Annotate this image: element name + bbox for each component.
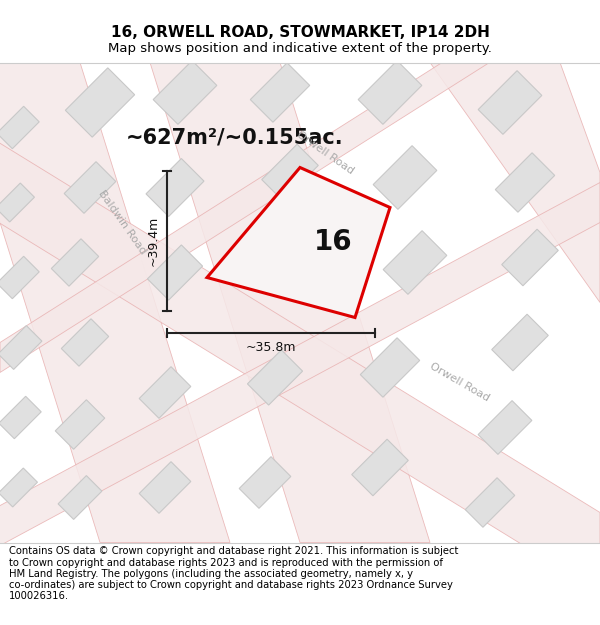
Polygon shape xyxy=(150,62,430,542)
Polygon shape xyxy=(502,229,558,286)
Polygon shape xyxy=(153,61,217,124)
Text: ~35.8m: ~35.8m xyxy=(246,341,296,354)
Text: 100026316.: 100026316. xyxy=(9,591,69,601)
Polygon shape xyxy=(52,239,98,286)
Polygon shape xyxy=(139,462,191,513)
Text: ~39.4m: ~39.4m xyxy=(146,216,160,266)
Polygon shape xyxy=(239,457,291,508)
Text: HM Land Registry. The polygons (including the associated geometry, namely x, y: HM Land Registry. The polygons (includin… xyxy=(9,569,413,579)
Polygon shape xyxy=(0,183,34,222)
Polygon shape xyxy=(496,152,554,213)
Polygon shape xyxy=(58,476,102,519)
Polygon shape xyxy=(352,439,408,496)
Polygon shape xyxy=(247,350,302,405)
Text: 16, ORWELL ROAD, STOWMARKET, IP14 2DH: 16, ORWELL ROAD, STOWMARKET, IP14 2DH xyxy=(110,24,490,40)
Polygon shape xyxy=(0,468,37,507)
Polygon shape xyxy=(0,112,600,592)
Polygon shape xyxy=(262,144,318,201)
Polygon shape xyxy=(207,168,390,318)
Polygon shape xyxy=(61,319,109,366)
Text: to Crown copyright and database rights 2023 and is reproduced with the permissio: to Crown copyright and database rights 2… xyxy=(9,558,443,568)
Polygon shape xyxy=(373,146,437,209)
Polygon shape xyxy=(0,182,600,572)
Polygon shape xyxy=(478,71,542,134)
Text: Orwell Road: Orwell Road xyxy=(295,129,356,176)
Polygon shape xyxy=(0,256,39,299)
Polygon shape xyxy=(0,396,41,439)
Polygon shape xyxy=(358,61,422,124)
Polygon shape xyxy=(64,162,116,213)
Polygon shape xyxy=(250,62,310,122)
Polygon shape xyxy=(0,62,230,542)
Polygon shape xyxy=(0,326,42,369)
Polygon shape xyxy=(65,68,134,137)
Text: Contains OS data © Crown copyright and database right 2021. This information is : Contains OS data © Crown copyright and d… xyxy=(9,546,458,556)
Polygon shape xyxy=(0,106,39,149)
Text: ~627m²/~0.155ac.: ~627m²/~0.155ac. xyxy=(126,127,344,148)
Polygon shape xyxy=(148,245,203,300)
Polygon shape xyxy=(430,62,600,302)
Polygon shape xyxy=(361,338,419,398)
Polygon shape xyxy=(492,314,548,371)
Polygon shape xyxy=(258,231,322,294)
Polygon shape xyxy=(139,367,191,418)
Polygon shape xyxy=(465,478,515,528)
Polygon shape xyxy=(383,231,447,294)
Polygon shape xyxy=(55,400,105,449)
Polygon shape xyxy=(146,159,204,216)
Text: Baldwin Road: Baldwin Road xyxy=(96,189,148,256)
Text: Orwell Road: Orwell Road xyxy=(428,361,491,404)
Polygon shape xyxy=(478,401,532,454)
Polygon shape xyxy=(0,0,600,372)
Text: Map shows position and indicative extent of the property.: Map shows position and indicative extent… xyxy=(108,42,492,55)
Text: 16: 16 xyxy=(314,229,352,256)
Text: co-ordinates) are subject to Crown copyright and database rights 2023 Ordnance S: co-ordinates) are subject to Crown copyr… xyxy=(9,580,453,590)
